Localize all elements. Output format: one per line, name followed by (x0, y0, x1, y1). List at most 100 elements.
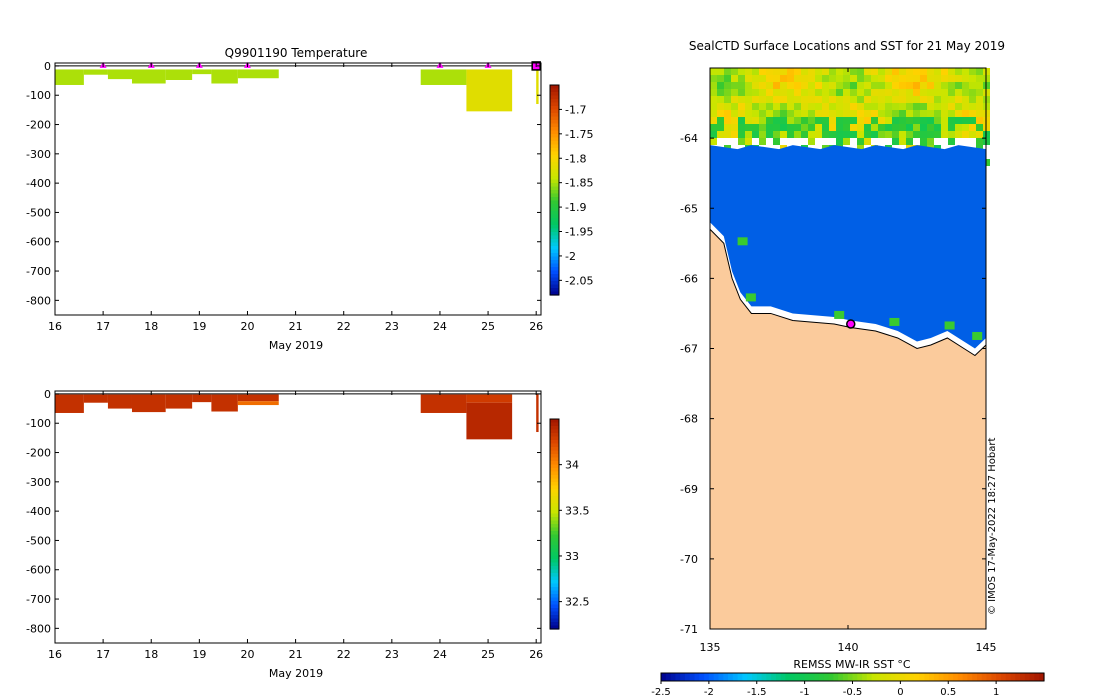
sst-pixel (780, 96, 787, 103)
sst-pixel (969, 96, 976, 103)
sst-pixel (871, 110, 878, 117)
sst-pixel (927, 96, 934, 103)
sst-colorbar-segment (689, 673, 696, 681)
sst-pixel (724, 103, 731, 110)
sst-pixel (857, 82, 864, 89)
imos-watermark: © IMOS 17-May-2022 18:27 Hobart (987, 438, 998, 615)
sst-pixel (801, 68, 808, 75)
sst-colorbar-segment (900, 673, 906, 681)
x-tick-label: 22 (337, 648, 351, 661)
colorbar-segment (550, 492, 559, 497)
sst-pixel (773, 131, 780, 138)
cast-1-5 (192, 394, 212, 403)
sst-pixel (906, 89, 913, 96)
sst-pixel (759, 138, 766, 145)
salinity-panel: 16 17 18 19 20 21 22 23 24 25 26 0 -100 -200 -300 -400 -… (26, 388, 589, 680)
sst-colorbar-segment (665, 673, 672, 681)
x-tick-label: 26 (529, 320, 543, 333)
sst-colorbar-segment (943, 673, 949, 681)
sea-ice-region (710, 145, 986, 349)
map-x-tick-label: 140 (838, 641, 859, 654)
sst-colorbar-segment (1029, 673, 1036, 681)
sst-pixel (871, 68, 878, 75)
sst-pixel (843, 96, 850, 103)
sst-pixel (857, 68, 864, 75)
x-tick-label: 23 (385, 320, 399, 333)
temperature-xlabel: May 2019 (269, 339, 323, 352)
sst-colorbar-segment (761, 673, 767, 681)
sst-pixel (773, 75, 780, 82)
sst-pixel (878, 131, 885, 138)
colorbar-segment (550, 193, 559, 198)
sst-pixel (745, 103, 752, 110)
sst-pixel (773, 117, 780, 124)
sst-pixel (829, 82, 836, 89)
sst-pixel (934, 124, 941, 131)
colorbar-segment (550, 608, 559, 613)
cast-1-2 (107, 394, 132, 409)
sst-colorbar-segment (756, 673, 763, 681)
sst-pixel (864, 68, 871, 75)
colorbar-tick-label: -2 (565, 250, 576, 263)
sst-pixel (759, 124, 766, 131)
sst-pixel (710, 68, 717, 75)
sst-pixel (822, 82, 829, 89)
sst-pixel (759, 131, 766, 138)
colorbar-segment (550, 221, 559, 226)
sst-pixel (962, 82, 969, 89)
sst-pixel (780, 82, 787, 89)
colorbar-segment (550, 169, 559, 174)
colorbar-frame (549, 84, 560, 296)
sst-colorbar-segment (976, 673, 983, 681)
colorbar-segment (550, 594, 559, 599)
sst-colorbar-segment (996, 673, 1002, 681)
sst-pixel (913, 89, 920, 96)
sst-pixel (948, 110, 955, 117)
sst-pixel (745, 68, 752, 75)
sst-pixel (850, 82, 857, 89)
sst-pixel (759, 82, 766, 89)
temperature-panel: Q9901190 Temperature 16 17 18 19 20 21 22 23 24 2… (26, 46, 593, 352)
x-tick-label: 25 (481, 320, 495, 333)
colorbar-segment (550, 478, 559, 483)
x-tick-label: 18 (144, 648, 158, 661)
sst-pixel (822, 124, 829, 131)
sst-pixel (766, 131, 773, 138)
cast-1-0 (55, 394, 84, 413)
sst-pixel (934, 75, 941, 82)
colorbar-segment (550, 436, 559, 441)
sst-pixel (808, 124, 815, 131)
sst-pixel (829, 89, 836, 96)
sst-pixel (710, 82, 717, 89)
sst-pixel (745, 89, 752, 96)
x-tick-label: 23 (385, 648, 399, 661)
colorbar-tick-label: 33 (565, 550, 579, 563)
x-tick-label: 24 (433, 320, 447, 333)
sst-pixel (927, 103, 934, 110)
sst-colorbar-segment (775, 673, 782, 681)
colorbar-tick-label: -2.05 (565, 274, 593, 287)
sst-pixel (885, 103, 892, 110)
sst-pixel (955, 96, 962, 103)
sst-colorbar-segment (871, 673, 878, 681)
sst-pixel (801, 89, 808, 96)
sst-pixel (766, 75, 773, 82)
cast-0-8 (420, 69, 467, 85)
sst-pixel (864, 117, 871, 124)
sst-colorbar-segment (842, 673, 849, 681)
sst-colorbar-segment (905, 673, 911, 681)
x-tick-label: 18 (144, 320, 158, 333)
sst-pixel (787, 96, 794, 103)
x-tick-label: 19 (192, 648, 206, 661)
colorbar-segment (550, 106, 559, 111)
sst-pixel (962, 89, 969, 96)
sst-pixel (815, 124, 822, 131)
sst-pixel (976, 138, 983, 145)
sst-colorbar-segment (704, 673, 710, 681)
sst-pixel (745, 138, 752, 145)
colorbar-segment (550, 225, 559, 230)
sst-colorbar-tick-label: 0 (897, 687, 903, 698)
coastal-sst-pixel (972, 331, 983, 340)
sst-pixel (850, 75, 857, 82)
sst-colorbar-segment (804, 673, 811, 681)
